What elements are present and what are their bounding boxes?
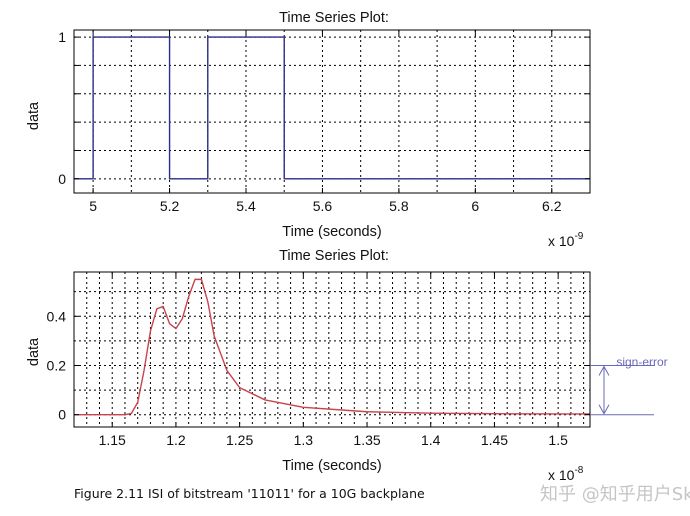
top-plot-axes-box	[73, 29, 591, 194]
sign-error-label: sign-error	[616, 355, 667, 369]
x-tick-label: 5	[89, 198, 97, 214]
x-tick-label: 1.25	[226, 432, 253, 448]
bottom-plot-x-exponent-power: -8	[574, 465, 583, 476]
top-plot-x-exponent-power: -9	[574, 231, 583, 242]
y-tick-label: 1	[58, 29, 66, 45]
top-plot-ylabel: data	[26, 101, 42, 130]
x-tick-label: 1.4	[421, 432, 441, 448]
top-plot: Time Series Plot: 5 5.2 5.4 5.6 5.8 6 6.2 00.2…	[26, 10, 591, 249]
top-plot-xlabel: Time (seconds)	[282, 224, 381, 240]
y-tick-label: 0	[58, 407, 66, 423]
x-tick-label: 1.45	[481, 432, 508, 448]
x-tick-label: 5.4	[236, 198, 256, 214]
series-line	[74, 36, 590, 180]
top-plot-y-ticks: 00.20.40.60.81	[58, 29, 590, 187]
x-tick-label: 6.2	[542, 198, 562, 214]
top-plot-x-exponent: x 10-9	[548, 231, 584, 249]
bottom-plot-series	[74, 278, 590, 416]
bottom-plot-y-ticks: 0 0.2 0.4	[47, 308, 590, 423]
bottom-plot-ylabel: data	[26, 337, 42, 366]
top-plot-grid	[74, 30, 590, 193]
x-tick-label: 1.5	[548, 432, 568, 448]
x-tick-label: 5.6	[313, 198, 333, 214]
x-tick-label: 5.8	[389, 198, 409, 214]
x-tick-label: 5.2	[160, 198, 180, 214]
watermark: 知乎 @知乎用户Sky	[540, 484, 690, 505]
annotation-arrow-head-up	[598, 365, 610, 376]
x-tick-label: 1.3	[294, 432, 314, 448]
y-tick-label: 0.4	[47, 308, 67, 324]
top-plot-x-exponent-base: x 10	[548, 233, 575, 249]
x-tick-label: 1.15	[99, 432, 126, 448]
top-plot-x-ticks: 5 5.2 5.4 5.6 5.8 6 6.2	[89, 30, 562, 214]
bottom-plot-xlabel: Time (seconds)	[282, 458, 381, 474]
annotation-arrow-head-down	[598, 404, 610, 415]
series-line	[74, 278, 590, 416]
x-tick-label: 1.2	[166, 432, 186, 448]
bottom-plot: Time Series Plot: 1.15 1.2 1.25 1.3 1.35 1.4 1…	[26, 248, 668, 483]
y-tick-label: 0.2	[47, 357, 67, 373]
bottom-plot-axes-box	[73, 271, 591, 428]
bottom-plot-title: Time Series Plot:	[279, 248, 389, 264]
bottom-plot-x-exponent-base: x 10	[548, 467, 575, 483]
y-tick-label: 0	[58, 171, 66, 187]
bottom-plot-x-ticks: 1.15 1.2 1.25 1.3 1.35 1.4 1.45 1.5	[99, 272, 568, 448]
bottom-plot-x-exponent: x 10-8	[548, 465, 584, 483]
top-plot-series	[74, 36, 590, 180]
x-tick-label: 6	[471, 198, 479, 214]
figure-caption: Figure 2.11 ISI of bitstream '11011' for…	[74, 486, 425, 501]
sign-error-annotation: sign-error	[590, 355, 668, 416]
top-plot-title: Time Series Plot:	[279, 10, 389, 26]
x-tick-label: 1.35	[353, 432, 380, 448]
bottom-plot-grid	[74, 272, 590, 427]
